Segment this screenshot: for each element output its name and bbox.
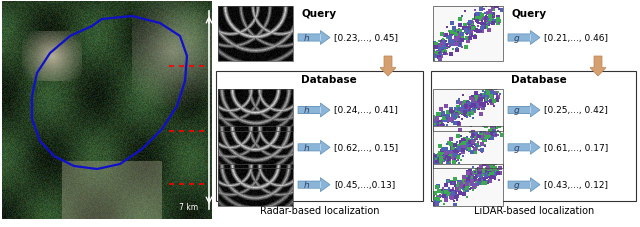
Text: g: g	[514, 143, 520, 152]
Text: [0.25,..., 0.42]: [0.25,..., 0.42]	[544, 106, 608, 115]
Text: [0.21,..., 0.46]: [0.21,..., 0.46]	[544, 34, 608, 43]
Text: Query: Query	[511, 9, 546, 19]
Bar	[594, 57, 602, 68]
Bar	[298, 181, 321, 188]
Text: h: h	[303, 106, 309, 115]
Bar	[431, 72, 636, 201]
Text: 7 km: 7 km	[179, 202, 198, 211]
Bar	[508, 35, 531, 42]
Text: Query: Query	[301, 9, 336, 19]
Text: [0.45,...,0.13]: [0.45,...,0.13]	[334, 180, 396, 189]
Text: [0.43,..., 0.12]: [0.43,..., 0.12]	[544, 180, 608, 189]
Bar	[433, 90, 503, 131]
Text: h: h	[303, 34, 309, 43]
Bar	[298, 107, 321, 114]
Polygon shape	[531, 141, 540, 155]
Text: [0.61,..., 0.17]: [0.61,..., 0.17]	[544, 143, 608, 152]
Text: g: g	[514, 34, 520, 43]
Polygon shape	[321, 104, 330, 118]
Polygon shape	[321, 141, 330, 155]
Bar	[508, 144, 531, 151]
Text: Database: Database	[511, 75, 567, 85]
Text: g: g	[514, 106, 520, 115]
Polygon shape	[531, 31, 540, 45]
Polygon shape	[321, 31, 330, 45]
Bar	[218, 164, 293, 206]
Bar	[433, 7, 503, 62]
Bar	[298, 144, 321, 151]
Bar	[298, 35, 321, 42]
Text: g: g	[514, 180, 520, 189]
Polygon shape	[321, 178, 330, 192]
Text: Database: Database	[301, 75, 356, 85]
Bar	[433, 164, 503, 206]
Polygon shape	[531, 178, 540, 192]
Bar	[216, 72, 423, 201]
Text: Radar-based localization: Radar-based localization	[260, 205, 380, 215]
Bar	[218, 7, 293, 62]
Bar	[384, 57, 392, 68]
Bar	[508, 181, 531, 188]
Bar	[433, 127, 503, 169]
Bar	[508, 107, 531, 114]
Polygon shape	[380, 68, 396, 77]
Text: LiDAR-based localization: LiDAR-based localization	[474, 205, 594, 215]
Polygon shape	[590, 68, 606, 77]
Text: [0.24,..., 0.41]: [0.24,..., 0.41]	[334, 106, 398, 115]
Bar	[218, 90, 293, 131]
Polygon shape	[531, 104, 540, 118]
Text: h: h	[303, 180, 309, 189]
Bar	[218, 127, 293, 169]
Text: [0.23,..., 0.45]: [0.23,..., 0.45]	[334, 34, 398, 43]
Text: [0.62,..., 0.15]: [0.62,..., 0.15]	[334, 143, 398, 152]
Text: h: h	[303, 143, 309, 152]
